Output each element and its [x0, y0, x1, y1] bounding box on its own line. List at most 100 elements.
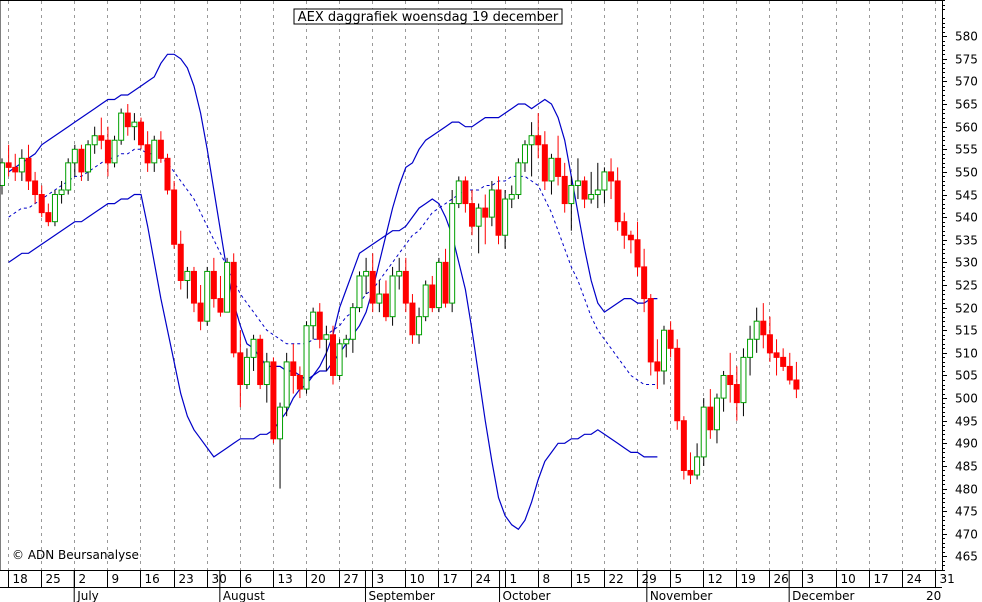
candle-up — [356, 275, 363, 309]
candle-up — [422, 284, 429, 318]
candle-down — [217, 298, 224, 313]
x-tick-label: 27 — [344, 572, 359, 586]
candle-up — [574, 180, 581, 186]
y-tick-label: 570 — [955, 75, 978, 89]
candle-up — [18, 157, 25, 173]
chart-title-box — [293, 8, 563, 25]
x-tick-label: 26 — [774, 572, 789, 586]
y-tick-label: 465 — [955, 550, 978, 564]
x-tick-label: 24 — [476, 572, 491, 586]
candle-down — [680, 420, 687, 471]
candle-down — [674, 347, 681, 422]
candle-up — [508, 194, 515, 200]
chart-title: AEX daggrafiek woensdag 19 december — [298, 10, 559, 25]
candle-down — [177, 243, 184, 281]
candle-down — [138, 121, 145, 146]
candle-down — [627, 234, 634, 241]
y-tick-label: 480 — [955, 483, 978, 497]
candle-up — [263, 361, 270, 386]
candle-up — [720, 374, 727, 399]
candle-down — [621, 221, 628, 236]
candle-down — [316, 311, 323, 340]
candle-up — [521, 144, 528, 164]
candle-up — [310, 311, 317, 327]
candle-up — [753, 320, 760, 340]
candle-up — [700, 406, 707, 458]
y-tick-label: 565 — [955, 98, 978, 112]
candle-down — [773, 352, 780, 358]
candle-up — [694, 456, 701, 476]
x-tick-label: 30 — [212, 572, 227, 586]
y-tick-label: 515 — [955, 324, 978, 338]
x-tick-label: 17 — [874, 572, 889, 586]
y-tick-label: 495 — [955, 415, 978, 429]
candle-down — [541, 144, 548, 182]
y-tick-label: 545 — [955, 189, 978, 203]
x-tick-label: 5 — [675, 572, 683, 586]
candle-up — [661, 329, 667, 372]
candle-down — [482, 207, 489, 218]
month-label: October — [503, 589, 551, 602]
candle-down — [237, 352, 244, 386]
x-tick-label: 6 — [245, 572, 253, 586]
candle-down — [210, 270, 217, 300]
x-tick-label: 10 — [841, 572, 856, 586]
month-label: August — [223, 589, 265, 602]
candle-down — [429, 284, 436, 309]
y-tick-label: 500 — [955, 392, 978, 406]
x-tick-label: 15 — [576, 572, 591, 586]
x-tick-label: 8 — [543, 572, 551, 586]
candle-up — [118, 112, 125, 141]
candle-up — [303, 325, 310, 390]
y-tick-label: 520 — [955, 302, 978, 316]
x-tick-label: 3 — [377, 572, 385, 586]
month-labels: July August September October November Decemb… — [73, 570, 854, 602]
candle-down — [270, 361, 277, 440]
candle-down — [32, 180, 39, 196]
candle-up — [568, 184, 575, 205]
candle-down — [608, 171, 615, 182]
y-tick-label: 475 — [955, 505, 978, 519]
candle-down — [581, 180, 588, 200]
candle-down — [124, 112, 131, 128]
candle-down — [786, 365, 793, 381]
candle-down — [634, 239, 641, 268]
candle-up — [250, 338, 257, 358]
candle-down — [157, 139, 164, 159]
candle-down — [760, 320, 767, 336]
x-tick-label: 13 — [278, 572, 293, 586]
candle-up — [502, 198, 509, 236]
x-tick-label: 31 — [940, 572, 955, 586]
candle-up — [528, 135, 535, 146]
candle-down — [727, 374, 734, 386]
x-tick-label: 2 — [79, 572, 87, 586]
candle-up — [455, 180, 462, 205]
candle-up — [336, 343, 343, 376]
candle-up — [396, 270, 403, 277]
candle-up — [204, 270, 211, 322]
candle-down — [402, 270, 409, 304]
y-tick-label: 505 — [955, 369, 978, 383]
candle-down — [104, 139, 111, 164]
candle-up — [548, 157, 555, 182]
candle-down — [369, 270, 376, 304]
candle-down — [707, 406, 714, 431]
y-tick-label: 485 — [955, 460, 978, 474]
candle-down — [733, 384, 740, 404]
candle-down — [98, 135, 105, 141]
candle-up — [71, 148, 78, 164]
x-tick-label: 12 — [708, 572, 723, 586]
candle-down — [555, 157, 562, 177]
y-tick-label: 575 — [955, 53, 978, 67]
candle-up — [435, 261, 442, 309]
candle-up — [515, 162, 522, 196]
candle-up — [51, 194, 58, 223]
candle-up — [131, 121, 138, 128]
candle-up — [475, 207, 482, 227]
candle-up — [740, 356, 747, 404]
candle-down — [641, 266, 648, 300]
candle-down — [654, 361, 661, 372]
y-tick-label: 525 — [955, 279, 978, 293]
candle-down — [614, 180, 621, 223]
